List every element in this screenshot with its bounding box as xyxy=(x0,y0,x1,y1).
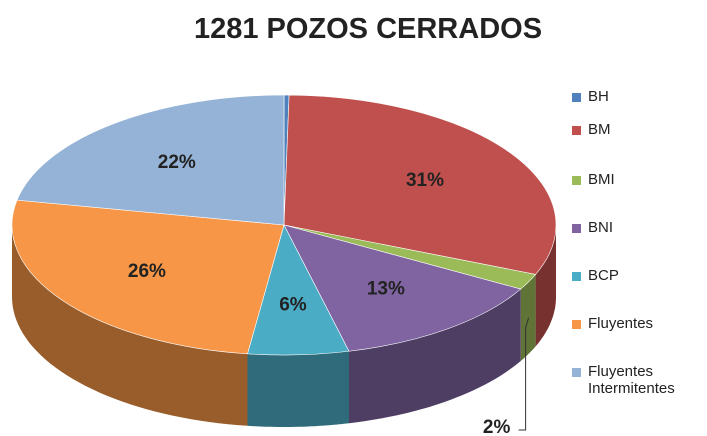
pie-slice xyxy=(16,94,285,226)
data-label: 22% xyxy=(158,152,196,173)
legend-item: BMI xyxy=(572,171,615,188)
pie-side xyxy=(247,351,349,427)
leader-line xyxy=(518,317,530,431)
legend-item: BH xyxy=(572,88,609,105)
legend-item: BM xyxy=(572,121,611,138)
legend-swatch xyxy=(572,272,581,281)
legend-label: BH xyxy=(588,88,609,105)
legend-swatch xyxy=(572,93,581,102)
legend-swatch xyxy=(572,368,581,377)
chart-title: 1281 POZOS CERRADOS xyxy=(194,13,542,45)
legend-item: BCP xyxy=(572,267,619,284)
pie-slice xyxy=(283,224,522,352)
data-label: 31% xyxy=(406,170,444,191)
pie-side xyxy=(12,225,248,426)
legend-label: BMI xyxy=(588,171,615,188)
legend-label: Fluyentes Intermitentes xyxy=(588,363,675,397)
legend-swatch xyxy=(572,224,581,233)
pie-slice xyxy=(11,199,285,355)
legend-label: Fluyentes xyxy=(588,315,654,332)
data-label: 2% xyxy=(483,417,511,436)
legend-swatch xyxy=(572,176,581,185)
pie-side xyxy=(535,225,556,347)
legend-item: BNI xyxy=(572,219,613,236)
legend-label: BCP xyxy=(588,267,619,284)
data-label: 13% xyxy=(367,278,405,299)
data-label: 26% xyxy=(128,261,166,282)
data-label: 6% xyxy=(279,295,307,316)
pie-side xyxy=(349,289,521,424)
pie-slice xyxy=(283,94,557,275)
legend-label: BNI xyxy=(588,219,614,236)
legend-item: Fluyentes Intermitentes xyxy=(572,363,702,397)
legend-item: Fluyentes xyxy=(572,315,653,332)
legend-swatch xyxy=(572,320,581,329)
legend-label: BM xyxy=(588,121,611,138)
legend-swatch xyxy=(572,126,581,135)
